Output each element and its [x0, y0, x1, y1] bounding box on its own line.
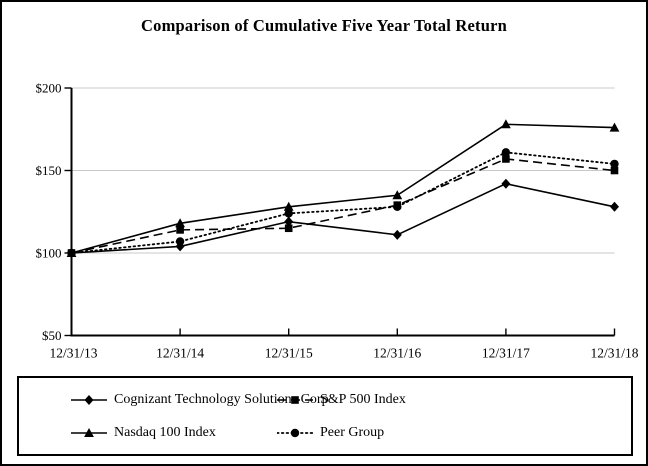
legend-item-peer-group: Peer Group: [276, 425, 385, 441]
sp500-square-line-icon: [277, 393, 313, 407]
diamond-marker: [392, 229, 402, 240]
diamond-marker: [501, 178, 511, 189]
cognizant-diamond-line-icon: [71, 393, 107, 407]
triangle-marker: [392, 190, 403, 200]
square-legend-marker: [291, 396, 299, 404]
square-marker: [610, 166, 619, 175]
diamond-legend-marker: [84, 395, 94, 405]
triangle-marker: [175, 218, 185, 228]
triangle-marker: [609, 122, 620, 132]
series-nasdaq-100-index: [66, 119, 620, 257]
nasdaq-100-index-line: [71, 123, 615, 254]
circle-marker: [501, 148, 511, 157]
circle-legend-marker: [290, 428, 300, 438]
circle-marker: [175, 237, 185, 246]
legend-item-cognizant: Cognizant Technology Solutions Corp: [71, 392, 329, 408]
square-marker: [284, 224, 293, 233]
triangle-legend-marker: [84, 428, 94, 437]
legend-label-cognizant: Cognizant Technology Solutions Corp: [114, 392, 329, 407]
y-tick-label: $150: [36, 163, 62, 178]
diamond-marker-icon: [71, 395, 107, 405]
x-tick-label: 12/31/15: [265, 346, 313, 361]
legend-item-nasdaq100: Nasdaq 100 Index: [71, 425, 216, 441]
s-p-500-index-line: [71, 158, 615, 254]
triangle-marker-icon: [71, 428, 107, 437]
circle-marker-icon: [276, 428, 314, 438]
legend-label-peer-group: Peer Group: [320, 425, 385, 440]
x-tick-label: 12/31/13: [49, 346, 97, 361]
y-axis-labels: $50 $100 $150 $200: [36, 81, 62, 344]
legend-label-nasdaq100: Nasdaq 100 Index: [114, 425, 216, 440]
chart-title: Comparison of Cumulative Five Year Total…: [141, 16, 507, 35]
legend-label-sp500: S&P 500 Index: [320, 392, 406, 407]
x-tick-label: 12/31/17: [482, 346, 530, 361]
legend-item-sp500: S&P 500 Index: [277, 392, 406, 408]
axes: [64, 87, 616, 337]
diamond-marker: [610, 201, 619, 212]
y-tick-label: $200: [36, 81, 62, 96]
x-tick-label: 12/31/16: [373, 346, 421, 361]
circle-marker: [393, 202, 402, 211]
legend-box: Cognizant Technology Solutions Corp S&P …: [17, 376, 633, 456]
y-tick-label: $100: [36, 246, 62, 261]
peer-group-circle-line-icon: [276, 426, 314, 440]
x-axis-labels: 12/31/13 12/31/14 12/31/15 12/31/16 12/31/17…: [49, 346, 638, 361]
circle-marker: [67, 248, 76, 258]
x-tick-label: 12/31/14: [156, 346, 204, 361]
x-tick-label: 12/31/18: [590, 346, 638, 361]
y-tick-label: $50: [42, 328, 62, 343]
triangle-marker: [283, 201, 294, 211]
series-cognizant-technology-solutions-corp: [67, 178, 619, 258]
square-marker: [176, 226, 184, 234]
peer-group-line: [70, 151, 616, 254]
circle-marker: [610, 159, 619, 169]
nasdaq100-triangle-line-icon: [71, 426, 107, 440]
cognizant-technology-solutions-corp-line: [71, 182, 615, 254]
diamond-marker: [284, 216, 294, 227]
triangle-marker: [501, 119, 511, 129]
square-marker: [502, 155, 510, 163]
circle-marker: [284, 209, 293, 218]
gridlines: [71, 87, 615, 254]
series-peer-group: [67, 148, 619, 258]
square-marker-icon: [277, 396, 313, 404]
